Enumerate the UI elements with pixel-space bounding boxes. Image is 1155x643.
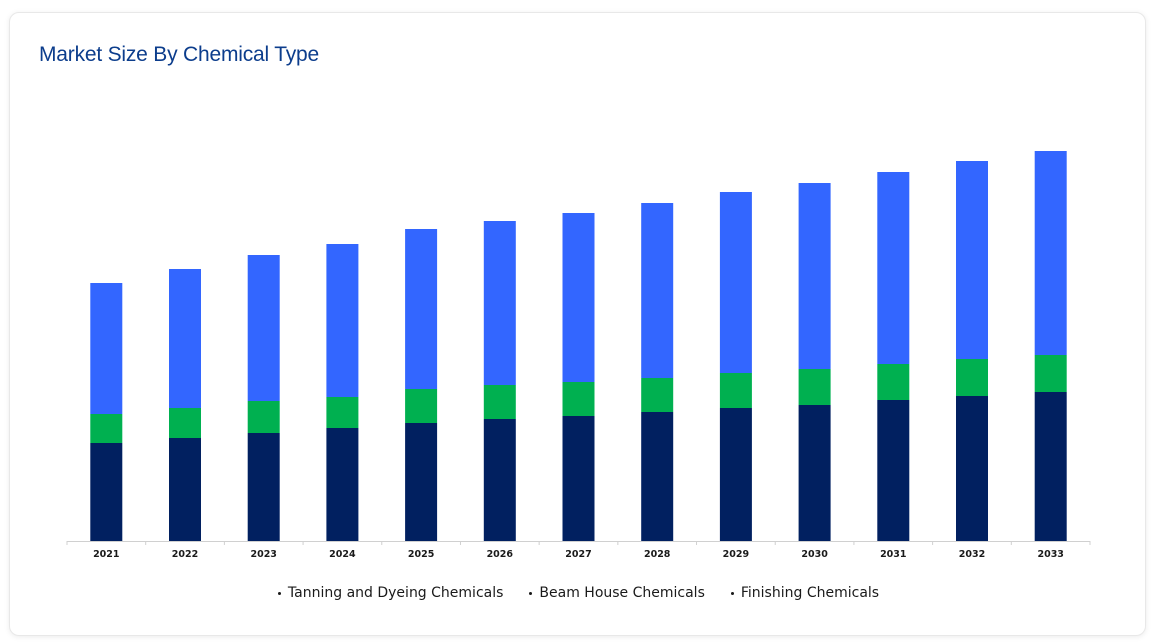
bar-segment-2023-series-1	[247, 433, 280, 541]
x-tick-label-2023: 2023	[250, 549, 276, 560]
bar-segment-2027-series-3	[562, 213, 595, 382]
bar-segment-2029-series-1	[719, 408, 752, 541]
bar-segment-2032-series-3	[956, 161, 988, 359]
bar-segment-2029-series-2	[719, 373, 752, 408]
bar-segment-2033-series-3	[1034, 151, 1067, 355]
bar-segment-2025-series-2	[405, 389, 438, 423]
bar-segment-2022-series-1	[169, 438, 201, 541]
x-tick-label-2024: 2024	[329, 549, 356, 560]
x-tick-label-2033: 2033	[1037, 549, 1063, 560]
x-tick-label-2022: 2022	[172, 549, 198, 560]
legend-item: Finishing Chemicals	[730, 585, 880, 601]
bar-segment-2028-series-3	[641, 203, 674, 378]
x-tick-label-2021: 2021	[93, 549, 119, 560]
bar-segment-2027-series-1	[562, 416, 595, 541]
bar-segment-2021-series-2	[90, 414, 123, 443]
bar-segment-2031-series-2	[877, 364, 910, 400]
bar-segment-2030-series-1	[798, 405, 831, 541]
chart-card: Market Size By Chemical Type 2021 2022 202…	[9, 12, 1146, 636]
legend-bullet-icon	[730, 591, 734, 595]
bar-segment-2021-series-3	[90, 283, 123, 414]
bar-segment-2030-series-3	[798, 183, 831, 369]
bar-segment-2024-series-2	[326, 397, 359, 428]
bar-segment-2033-series-1	[1034, 392, 1067, 541]
stacked-bar-chart: 2021 2022 2023 2024 2025 2026 2027 2028 2029 2030…	[66, 151, 1091, 560]
bar-segment-2022-series-2	[169, 408, 201, 438]
x-tick-label-2028: 2028	[644, 549, 671, 560]
bar-segment-2025-series-1	[405, 423, 438, 541]
x-tick-label-2032: 2032	[959, 549, 985, 560]
chart-legend: Tanning and Dyeing Chemicals Beam House C…	[10, 585, 1147, 601]
bar-segment-2024-series-3	[326, 244, 359, 397]
bar-segment-2032-series-2	[956, 359, 988, 396]
legend-item: Tanning and Dyeing Chemicals	[277, 585, 504, 601]
legend-bullet-icon	[529, 591, 533, 595]
bar-segment-2026-series-2	[483, 385, 516, 419]
x-tick-label-2029: 2029	[723, 549, 749, 560]
bar-segment-2028-series-2	[641, 378, 674, 412]
x-tick-label-2025: 2025	[408, 549, 434, 560]
bar-segment-2031-series-1	[877, 400, 910, 541]
bar-segment-2031-series-3	[877, 172, 910, 364]
legend-item: Beam House Chemicals	[529, 585, 705, 601]
bar-segment-2022-series-3	[169, 269, 201, 408]
bar-segment-2023-series-2	[247, 401, 280, 433]
x-tick-label-2026: 2026	[487, 549, 514, 560]
legend-label: Beam House Chemicals	[539, 585, 705, 601]
chart-title: Market Size By Chemical Type	[39, 43, 319, 66]
bar-segment-2024-series-1	[326, 428, 359, 541]
bar-segment-2021-series-1	[90, 443, 123, 541]
x-tick-label-2030: 2030	[801, 549, 828, 560]
bar-segment-2028-series-1	[641, 412, 674, 541]
legend-bullet-icon	[277, 591, 281, 595]
x-tick-label-2027: 2027	[565, 549, 591, 560]
bar-segment-2026-series-3	[483, 221, 516, 385]
bar-segment-2025-series-3	[405, 229, 438, 389]
bar-segment-2029-series-3	[719, 192, 752, 373]
bar-segment-2027-series-2	[562, 382, 595, 416]
bar-segment-2023-series-3	[247, 255, 280, 401]
legend-label: Finishing Chemicals	[740, 585, 880, 601]
bar-segment-2032-series-1	[956, 396, 988, 541]
bar-segment-2030-series-2	[798, 369, 831, 405]
bar-segment-2033-series-2	[1034, 355, 1067, 392]
legend-label: Tanning and Dyeing Chemicals	[287, 585, 504, 601]
bar-segment-2026-series-1	[483, 419, 516, 541]
x-tick-label-2031: 2031	[880, 549, 906, 560]
